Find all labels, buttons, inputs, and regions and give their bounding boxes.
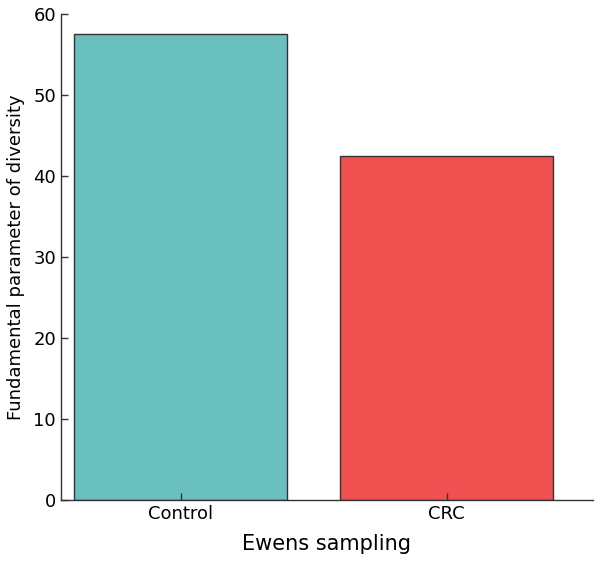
X-axis label: Ewens sampling: Ewens sampling <box>242 534 412 554</box>
Bar <box>74 34 287 500</box>
Y-axis label: Fundamental parameter of diversity: Fundamental parameter of diversity <box>7 94 25 420</box>
Bar <box>340 156 553 500</box>
